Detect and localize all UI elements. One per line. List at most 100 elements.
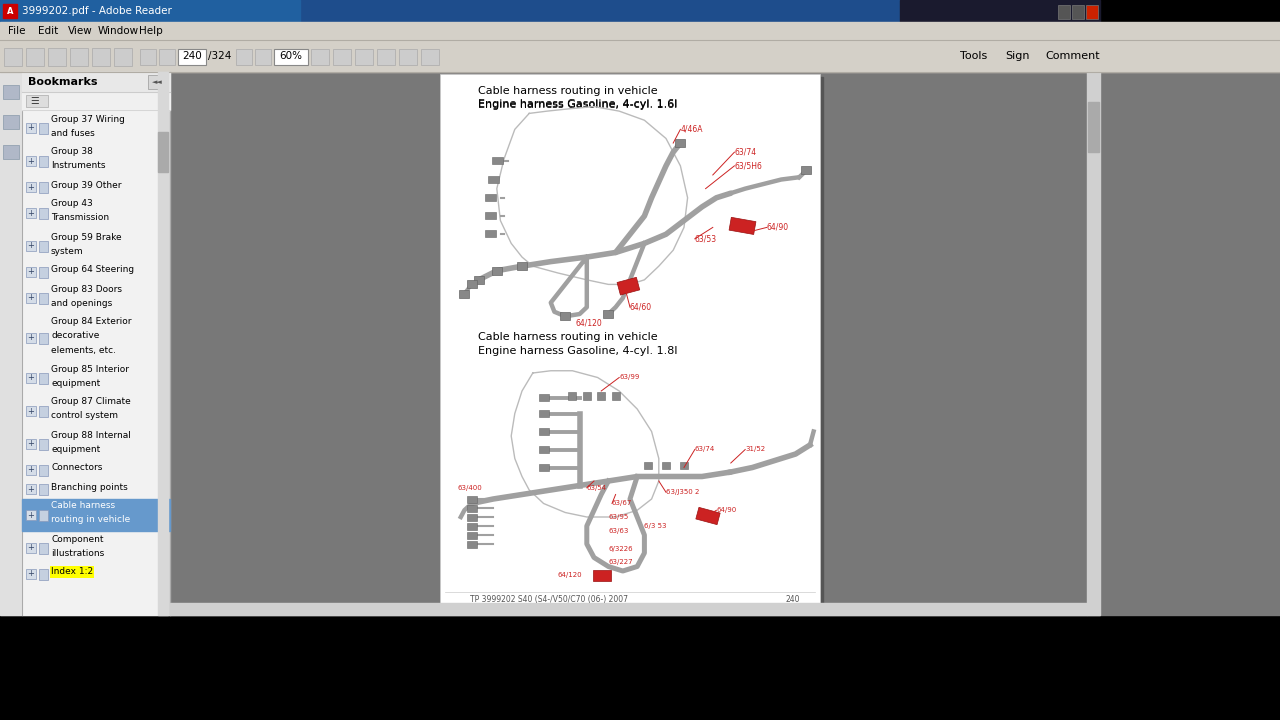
Text: 64/60: 64/60 (630, 302, 652, 312)
Bar (474, 276, 484, 284)
Text: +: + (28, 439, 35, 449)
Text: +: + (28, 294, 35, 302)
Bar (488, 176, 499, 182)
Bar (159, 49, 175, 65)
Bar (467, 513, 476, 521)
Bar (467, 280, 476, 289)
Text: routing in vehicle: routing in vehicle (51, 516, 131, 524)
Bar (0, 0, 300, 22)
Text: Sign: Sign (1005, 51, 1029, 61)
Bar (517, 262, 527, 270)
Text: Group 64 Steering: Group 64 Steering (51, 266, 134, 274)
Bar (467, 495, 476, 503)
Text: 64/120: 64/120 (558, 572, 582, 578)
Text: and fuses: and fuses (51, 128, 95, 138)
Text: Index 1:2: Index 1:2 (51, 567, 93, 577)
Bar (26, 465, 36, 475)
Text: decorative: decorative (51, 331, 100, 341)
Bar (1073, 5, 1084, 19)
Text: 240: 240 (786, 595, 800, 604)
Text: Engine harness Gasoline, 4-cyl. 1.8l: Engine harness Gasoline, 4-cyl. 1.8l (477, 346, 677, 356)
Bar (612, 392, 620, 400)
Bar (38, 372, 49, 384)
Text: 64/90: 64/90 (717, 508, 737, 513)
Bar (3, 85, 19, 99)
Bar (378, 49, 396, 65)
Text: /324: /324 (207, 51, 232, 61)
Text: 63/99: 63/99 (620, 374, 640, 380)
Text: +: + (28, 510, 35, 520)
Bar (274, 49, 308, 65)
Text: Cable harness routing in vehicle: Cable harness routing in vehicle (477, 332, 658, 342)
Bar (38, 240, 49, 251)
Text: 63/95: 63/95 (608, 514, 628, 520)
Bar (26, 293, 36, 303)
Bar (26, 510, 36, 520)
Text: Window: Window (99, 26, 140, 36)
Text: 63/74: 63/74 (695, 446, 716, 452)
Bar (467, 505, 476, 511)
Text: 60%: 60% (279, 51, 302, 61)
Bar (38, 438, 49, 449)
Bar (38, 542, 49, 554)
Bar (539, 410, 549, 417)
Text: Transmission: Transmission (51, 214, 109, 222)
Text: 6/3226: 6/3226 (608, 546, 634, 552)
Bar (38, 569, 49, 580)
Bar (26, 241, 36, 251)
Bar (26, 484, 36, 494)
Bar (492, 266, 502, 275)
Text: equipment: equipment (51, 444, 100, 454)
Bar (38, 266, 49, 277)
Bar (26, 48, 44, 66)
Bar (178, 49, 206, 65)
Bar (539, 428, 549, 435)
Bar (561, 312, 570, 320)
Text: system: system (51, 246, 83, 256)
Text: 31/52: 31/52 (745, 446, 765, 452)
Bar (157, 72, 168, 615)
Bar (617, 277, 640, 295)
Text: Comment: Comment (1044, 51, 1100, 61)
Bar (26, 156, 36, 166)
Bar (26, 569, 36, 579)
Text: Group 37 Wiring: Group 37 Wiring (51, 114, 125, 124)
Text: +: + (28, 124, 35, 132)
Text: 63/67: 63/67 (612, 500, 632, 506)
Bar (539, 464, 549, 471)
Bar (662, 462, 669, 469)
Bar (730, 217, 756, 235)
Text: Group 88 Internal: Group 88 Internal (51, 431, 131, 439)
Bar (0, 0, 900, 22)
Text: +: + (28, 374, 35, 382)
Text: 63/63: 63/63 (608, 528, 628, 534)
Bar (22, 72, 170, 615)
Bar (26, 123, 36, 133)
Bar (22, 92, 170, 110)
Bar (38, 464, 49, 475)
Bar (38, 181, 49, 192)
Bar (26, 439, 36, 449)
Bar (26, 267, 36, 277)
Bar (355, 49, 372, 65)
Text: 4/46A: 4/46A (681, 125, 703, 134)
Text: and openings: and openings (51, 299, 113, 307)
Bar (38, 484, 49, 495)
Text: Engine harness Gasoline, 4-cyl. 1.6l: Engine harness Gasoline, 4-cyl. 1.6l (477, 99, 677, 109)
Text: Bookmarks: Bookmarks (28, 77, 97, 87)
Bar (170, 72, 1100, 615)
Text: equipment: equipment (51, 379, 100, 387)
Bar (801, 166, 812, 174)
Text: 64/120: 64/120 (576, 319, 603, 328)
Bar (255, 49, 271, 65)
Bar (26, 406, 36, 416)
Bar (333, 49, 351, 65)
Text: 3999202.pdf - Adobe Reader: 3999202.pdf - Adobe Reader (22, 6, 172, 16)
Bar (900, 0, 1100, 22)
Text: Cable harness: Cable harness (51, 502, 115, 510)
Bar (485, 212, 495, 219)
Bar (26, 182, 36, 192)
Bar (467, 541, 476, 547)
Bar (539, 446, 549, 453)
Bar (0, 40, 1280, 72)
